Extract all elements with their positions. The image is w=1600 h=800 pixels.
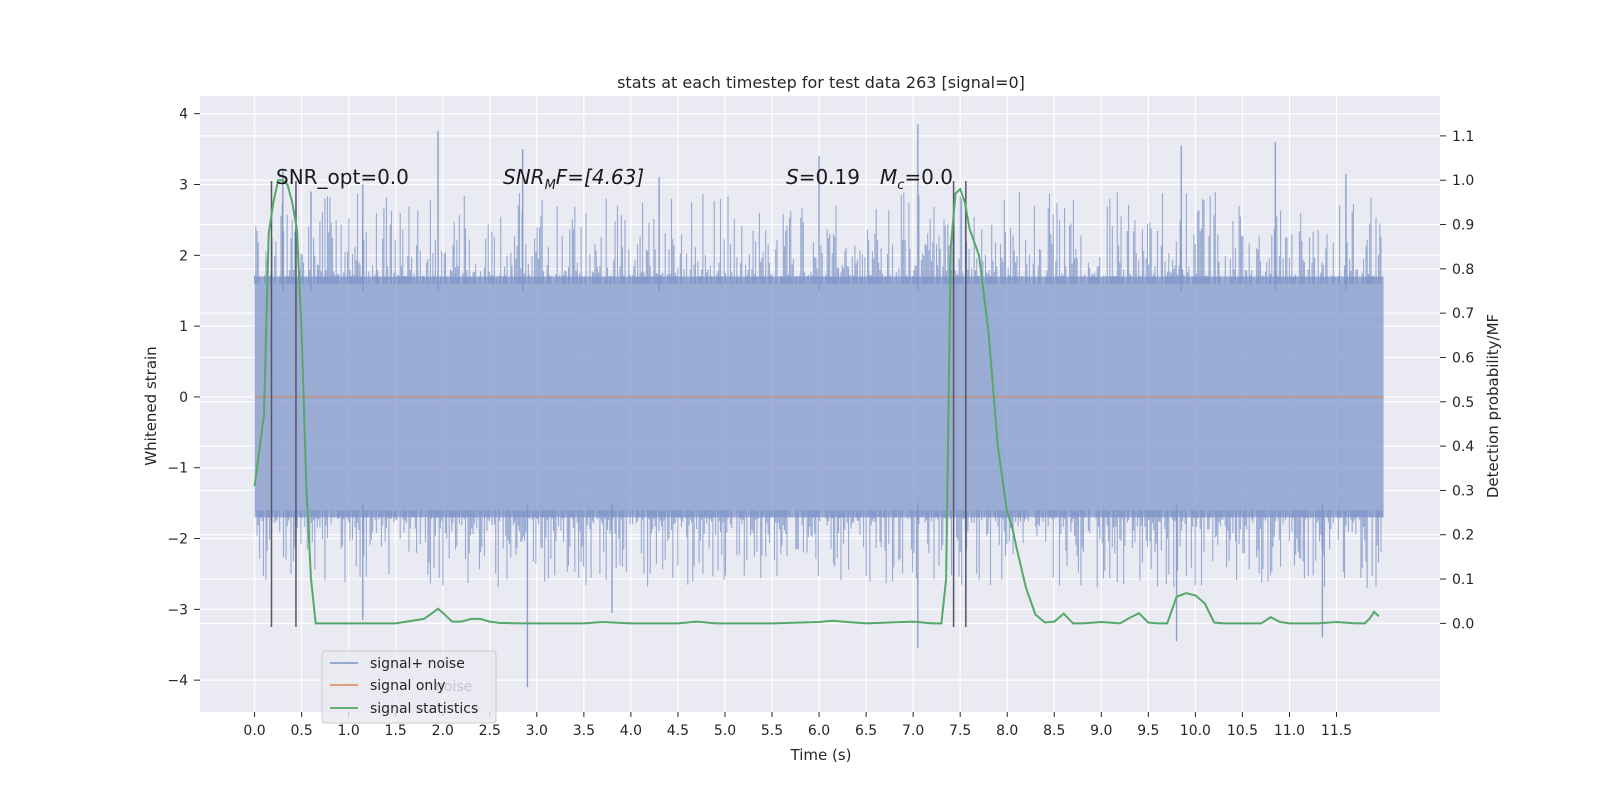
noise-texture bbox=[254, 192, 1383, 589]
y-right-tick-label: 0.8 bbox=[1452, 262, 1474, 278]
x-tick-label: 1.0 bbox=[338, 723, 360, 739]
y-right-tick-label: 0.6 bbox=[1452, 350, 1474, 366]
annotation-snr-mf-base: SNR bbox=[503, 165, 545, 189]
y-right-tick-label: 0.4 bbox=[1452, 439, 1474, 455]
chart-title: stats at each timestep for test data 263… bbox=[617, 73, 1025, 92]
y-left-tick-label: −1 bbox=[167, 461, 188, 477]
y-left-tick-label: 1 bbox=[179, 319, 188, 335]
y-left-axis-label: Whitened strain bbox=[142, 346, 160, 465]
y-right-tick-label: 0.7 bbox=[1452, 306, 1474, 322]
y-right-tick-label: 0.9 bbox=[1452, 218, 1474, 234]
y-right-tick-label: 0.1 bbox=[1452, 572, 1474, 588]
legend-ghost-text: noise bbox=[435, 679, 472, 695]
x-tick-label: 5.5 bbox=[761, 723, 783, 739]
annotation-mc-value: =0.0 bbox=[904, 165, 953, 189]
annotation-snr-mf-rest: F=[4.63] bbox=[556, 165, 644, 189]
annotation-s: S=0.19 bbox=[786, 165, 860, 189]
annotation-s-value: =0.19 bbox=[799, 165, 860, 189]
legend: noise signal+ noise signal only signal s… bbox=[321, 650, 497, 724]
x-tick-label: 11.5 bbox=[1321, 723, 1352, 739]
x-tick-label: 4.0 bbox=[620, 723, 642, 739]
x-tick-label: 5.0 bbox=[714, 723, 736, 739]
x-tick-label: 6.0 bbox=[808, 723, 830, 739]
x-tick-label: 3.5 bbox=[573, 723, 595, 739]
y-left-tick-label: −3 bbox=[167, 602, 188, 618]
x-tick-label: 11.0 bbox=[1274, 723, 1305, 739]
x-tick-label: 3.0 bbox=[526, 723, 548, 739]
x-tick-label: 8.0 bbox=[996, 723, 1018, 739]
x-tick-label: 2.0 bbox=[432, 723, 454, 739]
annotation-snr-mf: SNRMF=[4.63] bbox=[503, 165, 644, 193]
annotation-mc: Mc=0.0 bbox=[880, 165, 953, 193]
y-left-axis-ticks: 4 3 2 1 0 −1 −2 −3 −4 bbox=[167, 107, 200, 689]
y-right-tick-label: 0.5 bbox=[1452, 395, 1474, 411]
x-tick-label: 0.5 bbox=[290, 723, 312, 739]
x-tick-label: 7.0 bbox=[902, 723, 924, 739]
signal-statistics-series bbox=[253, 179, 1380, 625]
y-right-tick-label: 1.0 bbox=[1452, 173, 1474, 189]
legend-label-signal-noise: signal+ noise bbox=[370, 656, 465, 672]
x-tick-label: 2.5 bbox=[479, 723, 501, 739]
legend-label-signal-statistics: signal statistics bbox=[370, 701, 478, 717]
vertical-markers bbox=[270, 180, 967, 628]
y-left-tick-label: 0 bbox=[179, 390, 188, 406]
y-right-tick-label: 0.0 bbox=[1452, 616, 1474, 632]
y-left-tick-label: 2 bbox=[179, 248, 188, 264]
x-tick-label: 6.5 bbox=[855, 723, 877, 739]
y-left-tick-label: 4 bbox=[179, 107, 188, 123]
x-tick-label: 0.0 bbox=[243, 723, 265, 739]
x-tick-label: 10.0 bbox=[1180, 723, 1211, 739]
x-axis-ticks: 0.0 0.5 1.0 1.5 2.0 2.5 3.0 3.5 4.0 4.5 5.0 5.5 6.0 6… bbox=[243, 712, 1352, 739]
y-left-tick-label: −2 bbox=[167, 532, 188, 548]
legend-label-signal-only: signal only bbox=[370, 678, 445, 694]
annotation-mc-label: M bbox=[880, 165, 897, 189]
x-tick-label: 7.5 bbox=[949, 723, 971, 739]
annotation-s-label: S bbox=[786, 165, 799, 189]
annotation-snr-opt: SNR_opt=0.0 bbox=[276, 165, 409, 189]
y-left-tick-label: −4 bbox=[167, 673, 188, 689]
x-tick-label: 1.5 bbox=[385, 723, 407, 739]
signal-statistics-line bbox=[253, 179, 1380, 625]
y-right-tick-label: 0.3 bbox=[1452, 483, 1474, 499]
x-tick-label: 4.5 bbox=[667, 723, 689, 739]
x-tick-label: 10.5 bbox=[1227, 723, 1258, 739]
annotation-snr-mf-sub: M bbox=[545, 178, 556, 193]
annotation-mc-sub: c bbox=[897, 178, 904, 193]
y-right-tick-label: 1.1 bbox=[1452, 129, 1474, 145]
x-tick-label: 8.5 bbox=[1043, 723, 1065, 739]
x-tick-label: 9.5 bbox=[1137, 723, 1159, 739]
y-left-tick-label: 3 bbox=[179, 178, 188, 194]
legend-box bbox=[321, 650, 497, 724]
y-right-axis-ticks: 1.1 1.0 0.9 0.8 0.7 0.6 0.5 0.4 0.3 0.2 0.1 0.0 bbox=[1440, 129, 1474, 632]
y-right-tick-label: 0.2 bbox=[1452, 528, 1474, 544]
x-axis-label: Time (s) bbox=[790, 746, 852, 764]
x-tick-label: 9.0 bbox=[1090, 723, 1112, 739]
y-right-axis-label: Detection probability/MF bbox=[1484, 314, 1502, 498]
